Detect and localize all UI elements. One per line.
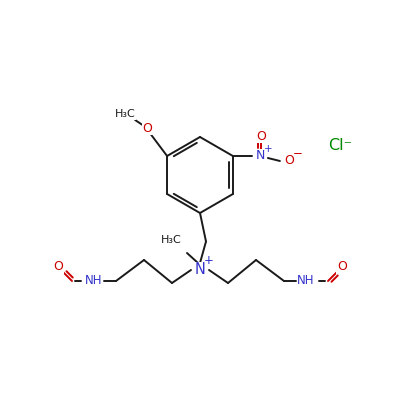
Text: −: − <box>293 148 303 160</box>
Text: O: O <box>142 122 152 134</box>
Text: O: O <box>256 130 266 142</box>
Text: H₃C: H₃C <box>161 235 181 245</box>
Text: NH: NH <box>85 274 103 288</box>
Text: Cl⁻: Cl⁻ <box>328 138 352 152</box>
Text: +: + <box>204 254 214 268</box>
Text: N: N <box>194 262 206 278</box>
Text: H₃C: H₃C <box>115 109 136 119</box>
Text: O: O <box>53 260 63 274</box>
Text: N: N <box>256 150 266 162</box>
Text: +: + <box>264 144 272 154</box>
Text: NH: NH <box>297 274 315 288</box>
Text: O: O <box>337 260 347 274</box>
Text: O: O <box>284 154 294 168</box>
